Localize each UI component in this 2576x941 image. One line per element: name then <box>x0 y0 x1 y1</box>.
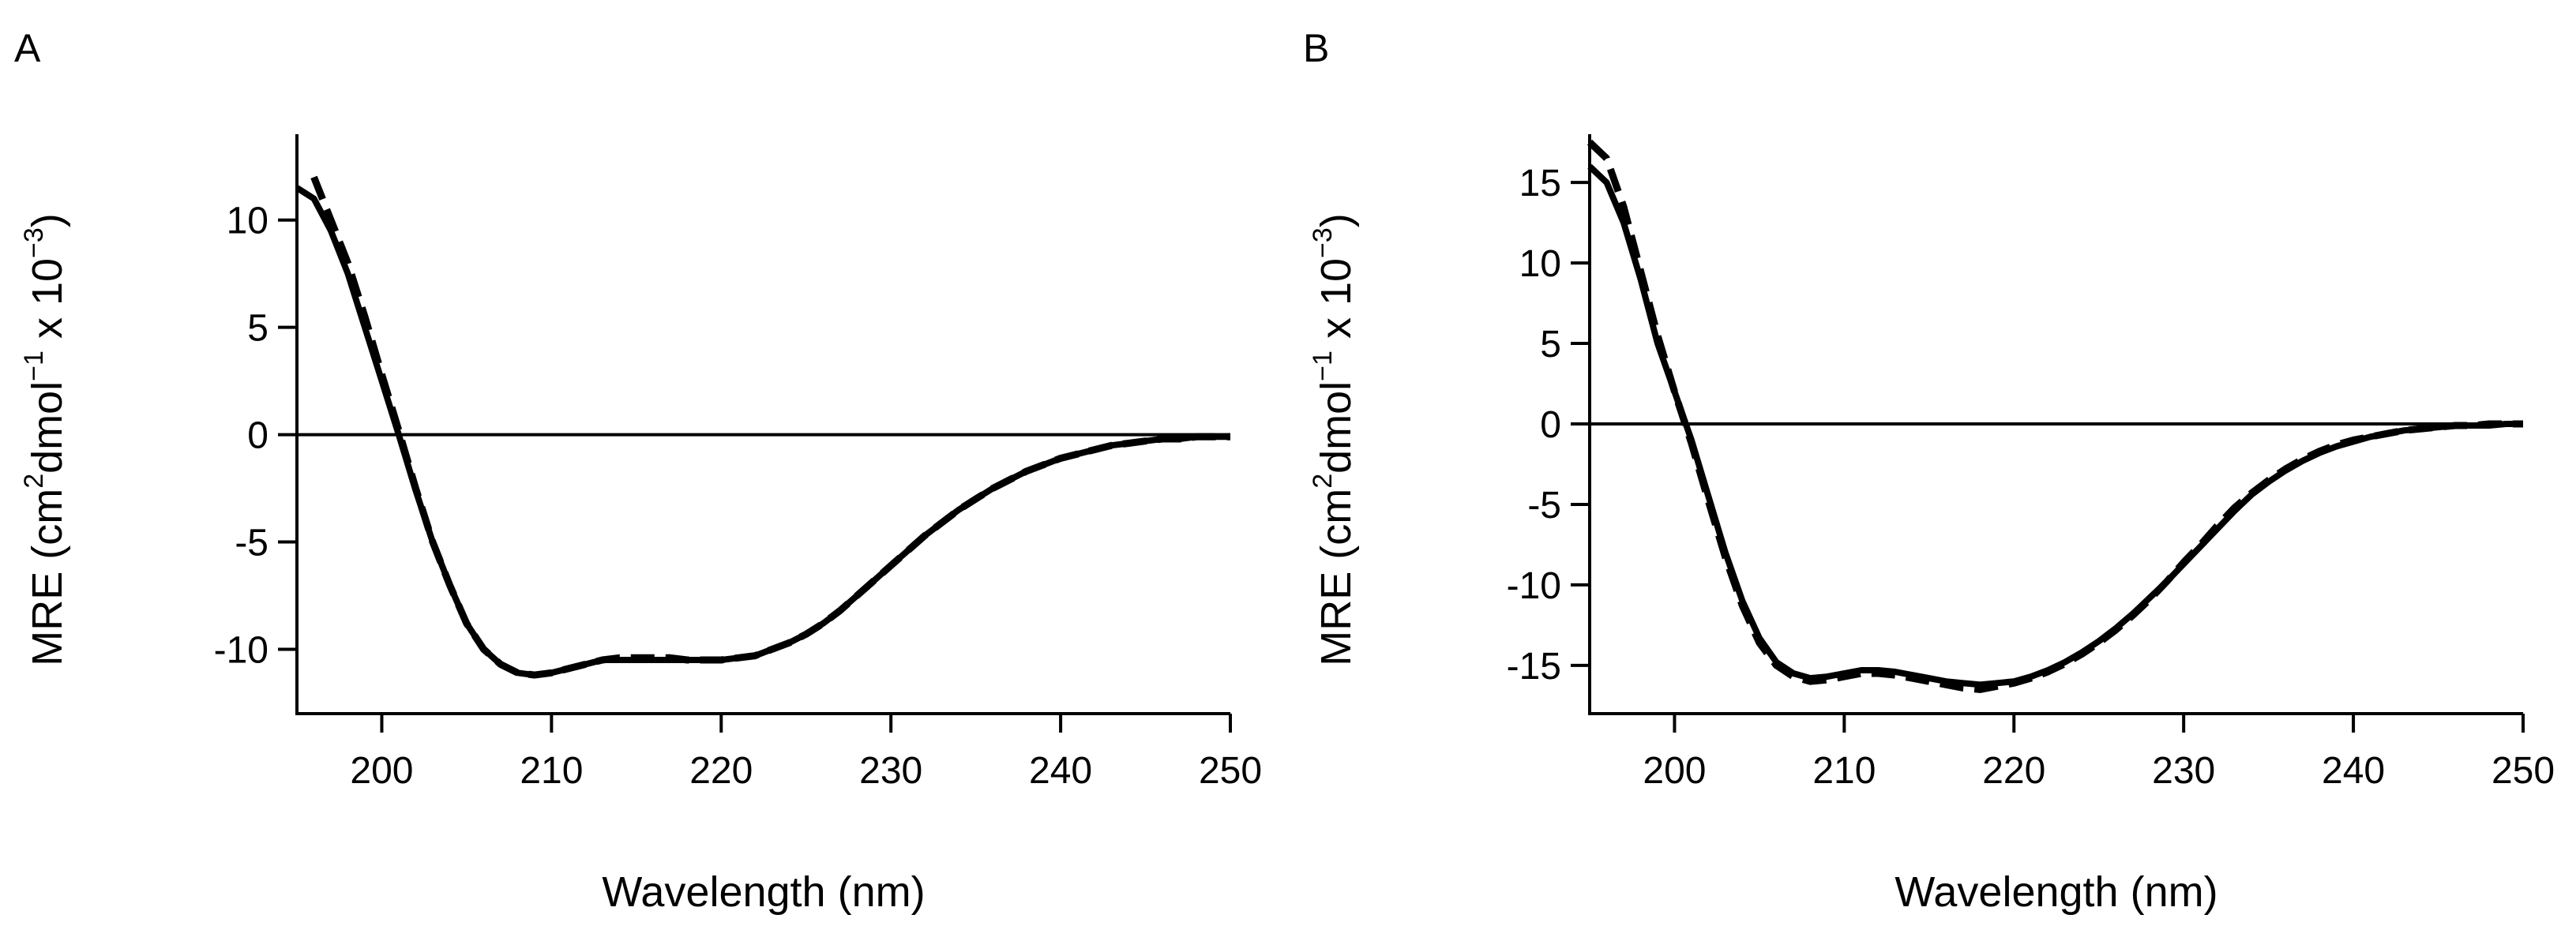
y-axis-title-sup3: −3 <box>1308 227 1338 258</box>
panel-a-chart: A 200 210 220 230 240 250 -10 -5 0 5 10 Wavelength (… <box>14 26 1262 916</box>
x-tick-label: 240 <box>1029 750 1092 792</box>
y-tick-label: -15 <box>1507 646 1561 688</box>
x-tick-label: 250 <box>1199 750 1262 792</box>
y-axis-title-sup1: 2 <box>19 474 49 489</box>
y-tick-label: 10 <box>1519 243 1561 285</box>
x-axis-title: Wavelength (nm) <box>1894 868 2217 916</box>
y-tick-label: 0 <box>1540 404 1561 446</box>
series-solid-line <box>1587 163 2523 688</box>
series-dashed-line <box>310 175 1230 679</box>
y-tick-label: 5 <box>1540 324 1561 366</box>
x-axis-title: Wavelength (nm) <box>602 868 925 916</box>
y-tick-label: -5 <box>1527 485 1561 527</box>
y-axis-title-mid: dmol <box>1312 381 1360 474</box>
y-tick-label: 15 <box>1519 163 1561 204</box>
y-axis-title-sup2: −1 <box>19 351 49 381</box>
y-tick-label: -10 <box>1507 565 1561 607</box>
panel-b-chart: B 200 210 220 230 240 250 -15 -10 -5 0 5 10 15 Wavelen… <box>1303 26 2555 916</box>
x-tick-label: 200 <box>1643 750 1706 792</box>
panel-label: A <box>14 26 41 70</box>
panel-label: B <box>1303 26 1329 70</box>
x-tick-label: 230 <box>859 750 922 792</box>
x-tick-label: 220 <box>689 750 753 792</box>
y-axis-title-mid2: x 10 <box>24 258 71 351</box>
y-axis-title-prefix: MRE (cm <box>24 489 71 666</box>
x-tick-label: 230 <box>2152 750 2215 792</box>
y-axis-title-mid2: x 10 <box>1312 258 1360 351</box>
x-tick-label: 250 <box>2492 750 2555 792</box>
y-axis-title-sup3: −3 <box>19 227 49 258</box>
y-tick-label: 0 <box>247 415 268 457</box>
y-tick-label: -5 <box>235 523 268 564</box>
y-axis-title-suffix: ) <box>24 213 71 227</box>
series-dashed-line <box>1587 139 2523 693</box>
series-solid-line <box>295 185 1230 679</box>
x-tick-label: 210 <box>520 750 583 792</box>
y-axis-title-prefix: MRE (cm <box>1312 489 1360 666</box>
y-axis-title-mid: dmol <box>24 381 71 474</box>
y-tick-label: 5 <box>247 308 268 350</box>
y-tick-label: -10 <box>214 629 268 671</box>
y-tick-label: 10 <box>227 201 268 242</box>
y-axis-title-suffix: ) <box>1312 213 1360 227</box>
y-axis-title-sup1: 2 <box>1308 474 1338 489</box>
x-tick-label: 220 <box>1982 750 2045 792</box>
x-tick-label: 210 <box>1812 750 1876 792</box>
x-tick-label: 240 <box>2322 750 2385 792</box>
x-tick-label: 200 <box>350 750 413 792</box>
y-axis-title-sup2: −1 <box>1308 351 1338 381</box>
y-axis-title: MRE (cm2dmol−1 x 10−3) <box>19 213 71 666</box>
y-axis-title: MRE (cm2dmol−1 x 10−3) <box>1308 213 1360 666</box>
